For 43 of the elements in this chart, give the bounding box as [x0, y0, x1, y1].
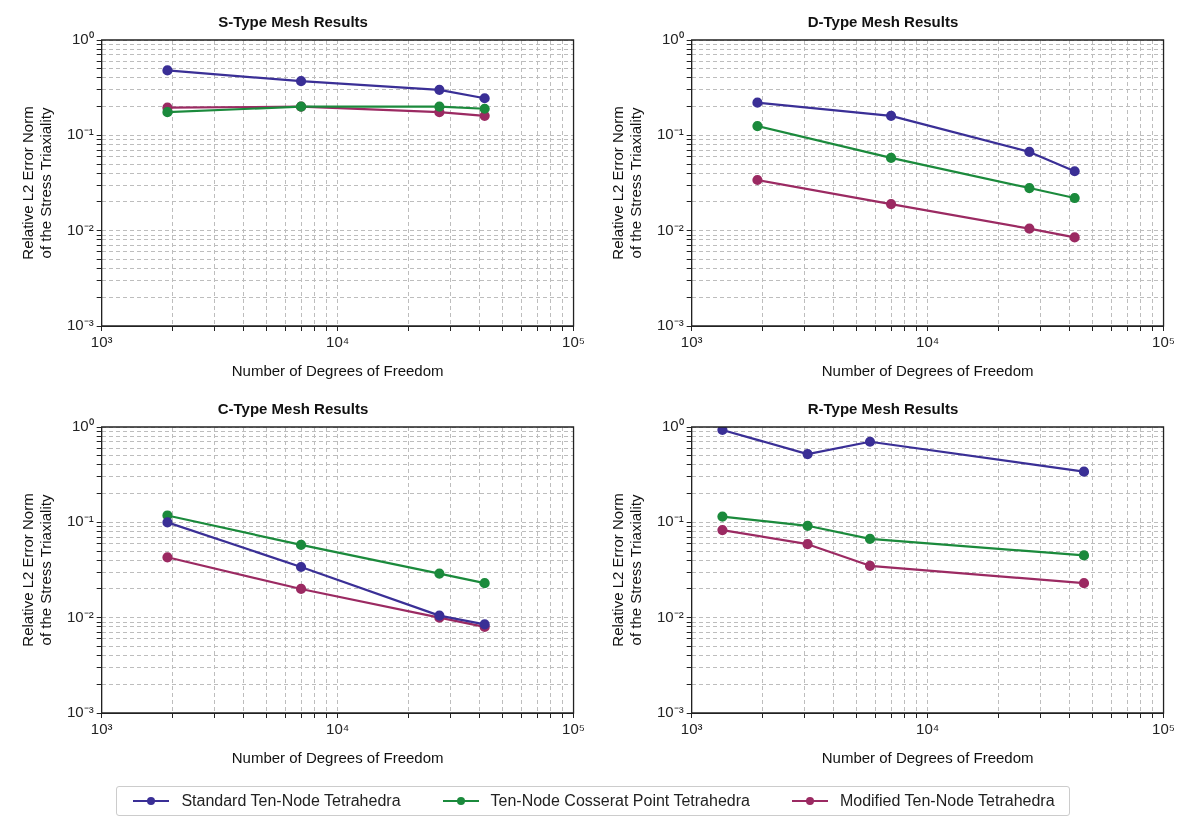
y-axis-title: Relative L2 Error Norm of the Stress Triaxiality [19, 106, 55, 260]
legend-label: Ten-Node Cosserat Point Tetrahedra [490, 792, 750, 810]
chart-title: R-Type Mesh Results [807, 400, 959, 418]
y-tick-label: 10⁻¹ [66, 512, 94, 530]
x-tick-label: 10³ [90, 333, 113, 351]
legend-label: Modified Ten-Node Tetrahedra [839, 792, 1055, 810]
x-tick-label: 10⁴ [916, 333, 940, 351]
y-tick-label: 10⁻² [66, 607, 94, 625]
y-tick-label: 10⁰ [661, 30, 684, 48]
y-tick-label: 10⁻¹ [66, 125, 94, 143]
y-tick-label: 10⁻³ [656, 703, 684, 721]
x-tick-label: 10⁵ [1152, 720, 1175, 738]
x-tick-label: 10⁵ [562, 720, 585, 738]
legend-label: Standard Ten-Node Tetrahedra [181, 792, 401, 810]
x-tick-label: 10⁵ [562, 333, 585, 351]
x-axis-title: Number of Degrees of Freedom [821, 749, 1034, 767]
chart-title: S-Type Mesh Results [218, 13, 368, 31]
y-tick-label: 10⁰ [71, 417, 94, 435]
y-tick-label: 10⁻³ [66, 703, 94, 721]
chart-title: D-Type Mesh Results [807, 13, 959, 31]
y-tick-label: 10⁻² [66, 220, 94, 238]
y-tick-label: 10⁻³ [656, 316, 684, 334]
y-tick-label: 10⁻² [656, 607, 684, 625]
x-tick-label: 10³ [680, 720, 703, 738]
x-tick-label: 10⁵ [1152, 333, 1175, 351]
x-tick-label: 10⁴ [326, 333, 350, 351]
x-tick-label: 10⁴ [326, 720, 350, 738]
y-tick-label: 10⁻¹ [656, 125, 684, 143]
x-tick-label: 10³ [680, 333, 703, 351]
x-axis-title: Number of Degrees of Freedom [231, 362, 444, 380]
y-tick-label: 10⁻² [656, 220, 684, 238]
y-axis-title: Relative L2 Error Norm of the Stress Triaxiality [19, 493, 55, 647]
y-tick-label: 10⁻³ [66, 316, 94, 334]
x-axis-title: Number of Degrees of Freedom [231, 749, 444, 767]
x-tick-label: 10³ [90, 720, 113, 738]
y-axis-title: Relative L2 Error Norm of the Stress Triaxiality [609, 106, 645, 260]
x-axis-title: Number of Degrees of Freedom [821, 362, 1034, 380]
y-tick-label: 10⁰ [71, 30, 94, 48]
y-axis-title: Relative L2 Error Norm of the Stress Triaxiality [609, 493, 645, 647]
x-tick-label: 10⁴ [916, 720, 940, 738]
y-tick-label: 10⁻¹ [656, 512, 684, 530]
chart-title: C-Type Mesh Results [217, 400, 369, 418]
y-tick-label: 10⁰ [661, 417, 684, 435]
